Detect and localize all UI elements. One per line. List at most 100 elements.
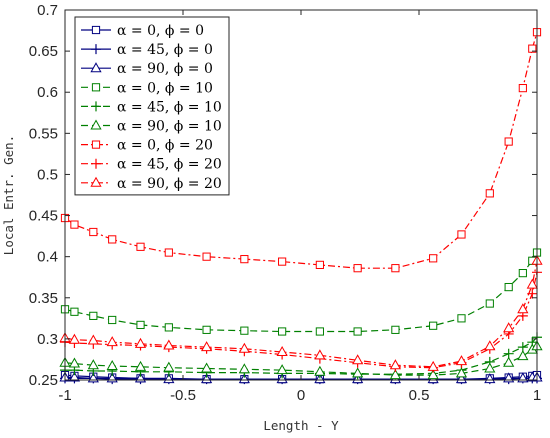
data-point [134, 337, 147, 348]
data-point [314, 373, 326, 384]
data-point [504, 282, 513, 292]
data-point [504, 137, 513, 146]
data-point [391, 264, 400, 273]
data-point [484, 340, 496, 351]
y-tick-label: 0.4 [37, 249, 58, 266]
x-tick-label: -0.5 [170, 387, 196, 404]
legend-marker [90, 62, 102, 73]
legend-marker [91, 158, 101, 169]
data-point [276, 364, 288, 375]
data-point [68, 371, 81, 382]
legend-label: α = 45, ϕ = 0 [117, 42, 213, 58]
data-point [200, 373, 213, 384]
data-point [427, 369, 439, 380]
x-tick-label: 0.5 [409, 387, 430, 404]
x-axis-label: Length - Y [263, 418, 339, 433]
data-point [163, 361, 175, 372]
series-3 [60, 248, 542, 336]
data-point [106, 336, 118, 347]
data-point [68, 357, 81, 368]
data-point [518, 84, 527, 93]
legend-marker [90, 176, 102, 187]
legend-item: α = 90, ϕ = 20 [81, 176, 222, 192]
data-point [240, 326, 249, 335]
y-tick-label: 0.65 [29, 43, 58, 60]
legend-label: α = 45, ϕ = 20 [117, 157, 222, 173]
data-point [485, 299, 494, 308]
series-8 [59, 254, 543, 371]
data-point [389, 359, 402, 370]
legend-item: α = 45, ϕ = 0 [81, 42, 213, 58]
data-point [315, 327, 324, 336]
data-point [457, 230, 466, 239]
x-tick-label: -1 [58, 387, 71, 404]
data-point [70, 220, 79, 229]
data-point [503, 356, 515, 367]
data-point [238, 342, 250, 353]
data-point [314, 349, 326, 360]
data-point [108, 235, 117, 244]
legend: α = 0, ϕ = 0 α = 45, ϕ = 0 α = 90, ϕ = 0 α … [74, 16, 230, 196]
y-tick-label: 0.55 [29, 125, 58, 142]
data-point [136, 242, 145, 251]
data-point [353, 327, 362, 336]
legend-marker [91, 44, 101, 55]
data-point [278, 327, 287, 336]
data-point [164, 323, 173, 332]
data-point [484, 373, 496, 384]
data-point [89, 311, 98, 320]
tick-layer: -1 -0.5 0 0.5 1 0.25 0.3 0.35 0.4 0.45 0.5 0.55 0.6 0… [29, 2, 541, 404]
legend-marker [90, 119, 102, 130]
data-point [314, 365, 326, 376]
legend-item: α = 0, ϕ = 20 [81, 138, 213, 154]
y-axis-label: Local Entr. Gen. [1, 135, 16, 255]
y-tick-label: 0.6 [37, 84, 58, 101]
y-tick-label: 0.7 [37, 2, 58, 19]
legend-item: α = 0, ϕ = 0 [81, 23, 204, 39]
data-point [353, 264, 362, 273]
y-tick-label: 0.3 [37, 331, 58, 348]
data-point [352, 354, 364, 365]
data-point [485, 189, 494, 198]
data-point [134, 360, 147, 371]
legend-label: α = 90, ϕ = 20 [117, 176, 222, 192]
data-point [518, 269, 527, 278]
data-point [484, 362, 496, 373]
data-point [455, 355, 468, 366]
data-point [455, 373, 468, 384]
legend-item: α = 90, ϕ = 10 [81, 119, 222, 135]
legend-label: α = 90, ϕ = 10 [117, 119, 222, 135]
legend-label: α = 0, ϕ = 10 [117, 80, 213, 96]
data-point [455, 367, 468, 378]
data-point [427, 360, 439, 371]
legend-label: α = 90, ϕ = 0 [117, 61, 213, 77]
y-tick-label: 0.5 [37, 166, 58, 183]
data-point [238, 363, 250, 374]
data-point [238, 373, 250, 384]
y-tick-label: 0.45 [29, 208, 58, 225]
data-point [108, 315, 117, 325]
legend-marker [91, 83, 101, 92]
legend-label: α = 45, ϕ = 10 [117, 99, 222, 115]
data-point [517, 303, 529, 314]
x-tick-label: 1 [533, 387, 541, 404]
data-point [391, 325, 400, 334]
data-point [278, 257, 287, 266]
data-point [517, 350, 529, 361]
legend-marker [91, 140, 101, 149]
data-point [429, 254, 438, 263]
data-point [429, 321, 438, 330]
data-point [106, 359, 118, 371]
legend-marker [91, 101, 101, 112]
data-point [202, 325, 211, 334]
data-point [276, 373, 288, 384]
data-point [240, 255, 249, 264]
y-tick-label: 0.35 [29, 290, 58, 307]
y-tick-label: 0.25 [29, 372, 58, 389]
data-point [315, 260, 324, 269]
legend-label: α = 0, ϕ = 0 [117, 23, 204, 39]
legend-item: α = 45, ϕ = 20 [81, 157, 222, 173]
data-point [503, 322, 515, 333]
legend-item: α = 0, ϕ = 10 [81, 80, 213, 96]
